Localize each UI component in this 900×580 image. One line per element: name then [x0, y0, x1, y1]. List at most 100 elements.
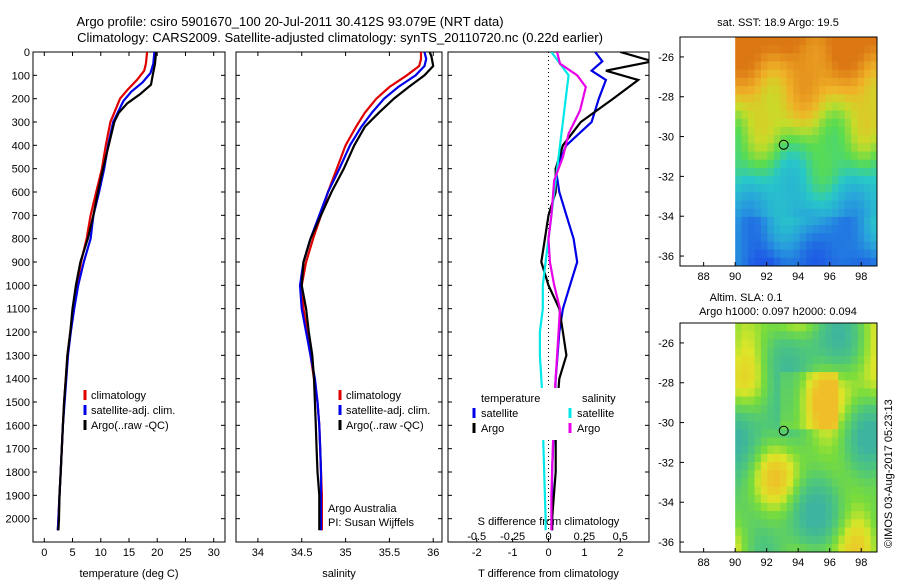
map-cell: [767, 347, 775, 357]
map-cell: [748, 404, 756, 414]
map-cell: [793, 413, 801, 422]
map-cell: [754, 127, 762, 136]
map-cell: [773, 102, 781, 112]
map-cell: [851, 143, 859, 153]
map-cell: [831, 167, 839, 177]
map-cell: [844, 535, 852, 545]
temperature-xtick-label: 20: [151, 547, 163, 559]
map-cell: [748, 69, 756, 79]
map-cell: [780, 437, 788, 447]
map-cell: [780, 45, 788, 54]
map-cell: [780, 249, 788, 259]
map-cell: [748, 478, 756, 488]
map-cell: [780, 216, 788, 226]
map-cell: [819, 86, 826, 95]
map-cell: [825, 45, 833, 54]
map-cell: [793, 135, 801, 144]
map-cell: [825, 453, 833, 463]
map-cell: [735, 478, 743, 488]
map-cell: [851, 45, 859, 54]
map-cell: [735, 37, 743, 46]
map-cell: [793, 453, 801, 463]
map-image: [735, 323, 877, 552]
map-cell: [773, 118, 781, 128]
map-cell: [780, 53, 788, 63]
map-cell: [831, 527, 839, 537]
map-cell: [754, 69, 762, 79]
map-cell: [754, 527, 762, 537]
map-cell: [760, 37, 768, 46]
map-cell: [741, 200, 749, 210]
map-cell: [825, 184, 833, 193]
map-cell: [812, 249, 820, 259]
temperature-xlabel: temperature (deg C): [79, 568, 178, 580]
map-cell: [767, 437, 775, 447]
salinity-legend-label: Argo(..raw -QC): [346, 420, 424, 432]
map-cell: [864, 445, 872, 455]
map-cell: [741, 118, 749, 128]
map-cell: [754, 200, 762, 210]
map-cell: [767, 69, 775, 79]
map-cell: [773, 249, 781, 259]
map-cell: [735, 543, 743, 552]
map-cell: [806, 184, 814, 193]
map-cell: [806, 519, 814, 529]
map-cell: [793, 502, 801, 512]
map-cell: [741, 339, 749, 349]
map-cell: [857, 372, 865, 381]
map-cell: [767, 110, 775, 120]
difference-s-tick-label: 0: [545, 531, 551, 543]
map-cell: [831, 421, 839, 430]
map-cell: [812, 53, 820, 63]
map-cell: [825, 159, 833, 169]
map-cell: [780, 413, 788, 422]
map-cell: [767, 380, 775, 390]
map-cell: [806, 543, 814, 552]
map-cell: [806, 323, 814, 332]
map-cell: [741, 225, 749, 234]
map-cell: [754, 323, 762, 332]
map-cell: [735, 233, 743, 243]
map-cell: [760, 535, 768, 545]
map-cell: [857, 511, 865, 520]
map-cell: [857, 363, 865, 373]
map-cell: [773, 535, 781, 545]
map-cell: [838, 167, 846, 177]
map-cell: [851, 347, 859, 357]
temperature-xtick-label: 5: [69, 547, 75, 559]
temperature-xtick-label: 0: [41, 547, 47, 559]
map-cell: [786, 470, 794, 479]
map-cell: [773, 257, 781, 266]
map-cell: [825, 511, 833, 520]
map-cell: [857, 53, 865, 63]
map-cell: [767, 241, 775, 251]
map-cell: [767, 184, 775, 193]
salinity-xtick-label: 36: [427, 547, 439, 559]
map-cell: [864, 331, 872, 340]
map-cell: [838, 543, 846, 552]
map-cell: [812, 527, 820, 537]
map-cell: [812, 502, 820, 512]
map-cell: [864, 225, 872, 234]
map-cell: [773, 543, 781, 552]
map-cell: [851, 37, 859, 46]
map-cell: [735, 413, 743, 422]
map-cell: [786, 37, 794, 46]
map-cell: [754, 110, 762, 120]
map-cell: [831, 110, 839, 120]
map-cell: [773, 127, 781, 136]
map-cell: [780, 110, 788, 120]
map-cell: [773, 429, 781, 439]
map-cell: [799, 511, 807, 520]
map-cell: [773, 470, 781, 479]
map-cell: [857, 494, 865, 504]
map-cell: [844, 363, 852, 373]
map-cell: [825, 127, 833, 136]
map-cell: [735, 502, 743, 512]
map-cell: [767, 355, 775, 365]
map-cell: [760, 184, 768, 193]
temperature-series-2: [57, 52, 158, 531]
map-cell: [786, 527, 794, 537]
map-cell: [760, 380, 768, 390]
